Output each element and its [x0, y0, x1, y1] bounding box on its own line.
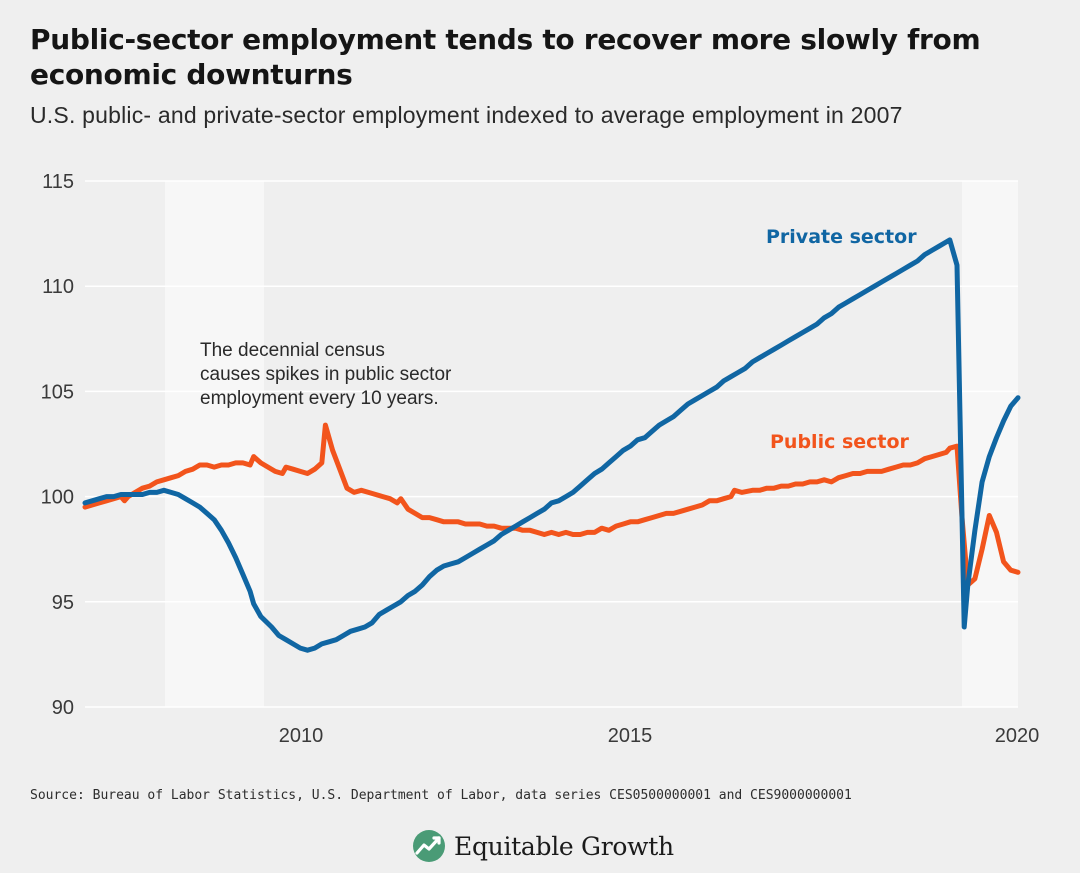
y-tick-label: 115 [42, 171, 74, 193]
x-tick-label: 2015 [608, 725, 653, 747]
public-sector-line [82, 422, 1021, 588]
private-sector-line [82, 237, 1021, 653]
y-tick-label: 110 [42, 276, 74, 298]
chart-subtitle: U.S. public- and private-sector employme… [30, 102, 903, 128]
public-sector-label: Public sector [770, 431, 910, 453]
brand-name: Equitable Growth [454, 831, 674, 861]
x-tick-label: 2020 [995, 725, 1040, 747]
y-tick-label: 100 [41, 487, 74, 509]
recession-band [165, 181, 264, 707]
chart-title: Public-sector employment tends to recove… [30, 23, 981, 91]
brand-logo: Equitable Growth [412, 828, 674, 864]
x-tick-label: 2010 [279, 725, 324, 747]
y-tick-label: 95 [52, 592, 74, 614]
growth-arrow-leaf-icon [413, 830, 445, 862]
private-sector-label: Private sector [766, 226, 917, 248]
recession-band [962, 181, 1018, 707]
source-note: Source: Bureau of Labor Statistics, U.S.… [30, 788, 852, 803]
census-annotation: The decennial census causes spikes in pub… [200, 340, 452, 409]
y-tick-label: 90 [52, 697, 74, 719]
y-tick-label: 105 [41, 381, 74, 403]
